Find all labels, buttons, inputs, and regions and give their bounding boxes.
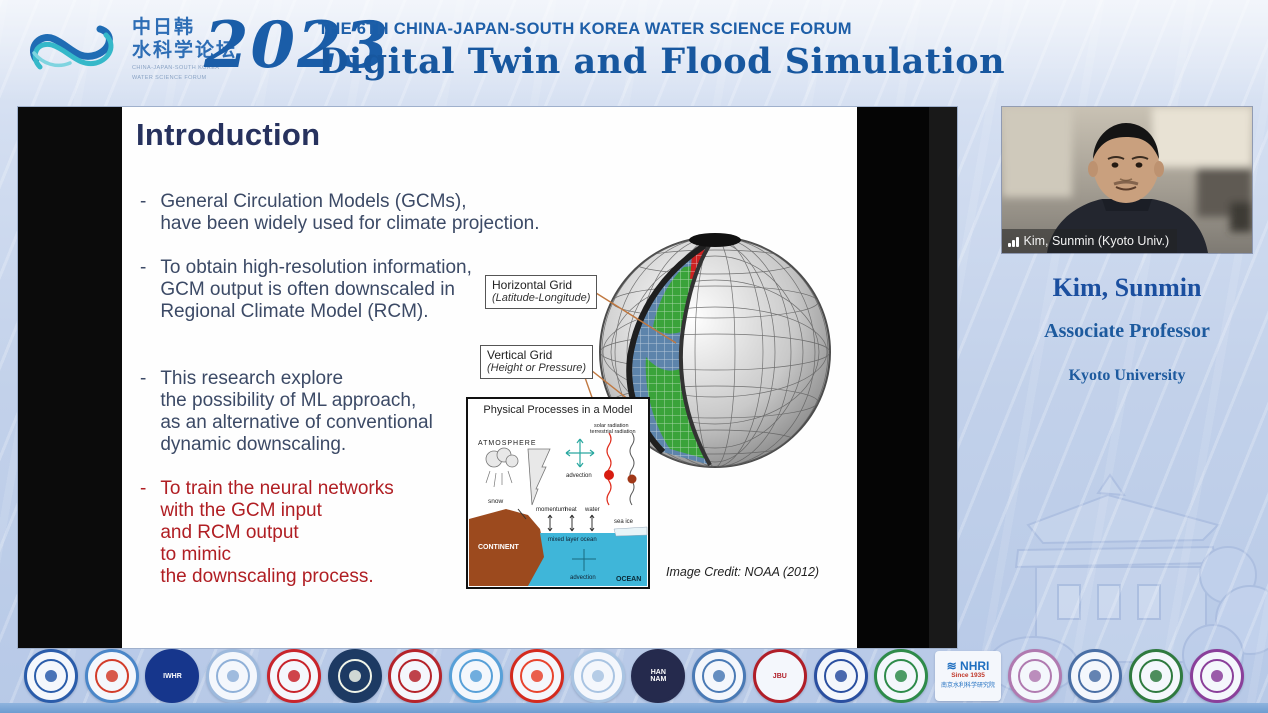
inset-advection-label: advection	[566, 473, 592, 479]
wing-swoosh-seal	[84, 649, 139, 703]
label-line2: (Latitude-Longitude)	[492, 292, 591, 304]
speaker-caption-text: Kim, Sunmin (Kyoto Univ.)	[1023, 234, 1170, 248]
forum-header: 中日韩 水科学论坛 CHINA-JAPAN-SOUTH KOREA WATER …	[0, 0, 1268, 102]
purple-pink-seal	[1007, 649, 1062, 703]
bullet-text: General Circulation Models (GCMs), have …	[160, 191, 540, 234]
dalian-university-of-technology-seal	[449, 649, 504, 703]
inset-momentum-label: momentum	[536, 507, 566, 513]
screen-share-region[interactable]: Introduction - General Circulation Model…	[17, 106, 958, 649]
forum-title-block: THE 6TH CHINA-JAPAN-SOUTH KOREA WATER SC…	[318, 20, 1005, 82]
partner-logo-row: IWHR HAN NAM JBU ≋ NHRI Since 1935 南京水利科学研究院	[0, 649, 1268, 703]
speaker-video-frame	[1002, 107, 1252, 253]
logo-cn-line1: 中日韩	[132, 17, 196, 38]
inset-continent-label: CONTINENT	[478, 544, 520, 551]
hannam-university-seal: HAN NAM	[631, 649, 686, 703]
label-line2: (Height or Pressure)	[487, 362, 587, 374]
inset-sea-ice-label: sea ice	[614, 519, 634, 525]
speaker-video-tile[interactable]: Kim, Sunmin (Kyoto Univ.)	[1001, 106, 1253, 254]
gcm-globe-diagram	[487, 233, 831, 468]
blue-shield-university-seal	[813, 649, 868, 703]
physical-processes-inset: Physical Processes in a Model	[466, 397, 650, 589]
bullet-gcm: - General Circulation Models (GCMs), hav…	[140, 191, 539, 235]
image-credit: Image Credit: NOAA (2012)	[666, 565, 820, 579]
bullet-marker: -	[140, 191, 147, 212]
iwhr-seal: IWHR	[145, 649, 200, 703]
bullet-marker: -	[140, 478, 147, 499]
speaker-name: Kim, Sunmin	[1052, 273, 1202, 302]
inset-advection2-label: advection	[570, 575, 596, 581]
green-kanji-logo	[874, 649, 929, 703]
pillarbox-right	[857, 107, 957, 648]
kyungpook-national-university-seal	[266, 649, 321, 703]
speaker-affiliation: Kyoto University	[1068, 367, 1186, 384]
inset-title: Physical Processes in a Model	[483, 404, 632, 416]
pale-blue-flower-seal	[570, 649, 625, 703]
speaker-caption-bar: Kim, Sunmin (Kyoto Univ.)	[1002, 229, 1178, 253]
inset-snow-label: snow	[488, 498, 503, 505]
jilin-university-seal	[24, 649, 78, 703]
bullet-ml-approach: - This research explore the possibility …	[140, 368, 433, 456]
bullet-text: To train the neural networks with the GC…	[160, 478, 394, 587]
signal-bars-icon	[1008, 236, 1019, 247]
logo-sub-line2: WATER SCIENCE FORUM	[132, 75, 207, 81]
forum-theme-title: Digital Twin and Flood Simulation	[318, 41, 1006, 82]
bottom-blue-strip	[0, 703, 1268, 713]
wave-infinity-icon	[29, 25, 114, 70]
tianjin-university-seal	[1068, 649, 1123, 703]
pillarbox-left	[18, 107, 122, 648]
bullet-marker: -	[140, 257, 147, 278]
blue-university-seal	[692, 649, 747, 703]
horizontal-grid-label: Horizontal Grid (Latitude-Longitude)	[485, 275, 598, 309]
bullet-text: To obtain high-resolution information, G…	[160, 257, 472, 322]
vertical-grid-label: Vertical Grid (Height or Pressure)	[480, 345, 594, 379]
peking-university-seal	[388, 649, 443, 703]
slide-title: Introduction	[136, 117, 321, 152]
kyoto-university-seal	[327, 649, 382, 703]
forum-year: 2023	[204, 8, 391, 83]
forum-logo-text: 中日韩 水科学论坛 CHINA-JAPAN-SOUTH KOREA WATER …	[132, 16, 237, 82]
joongbu-university-seal: JBU	[752, 649, 807, 703]
logo-sub-line1: CHINA-JAPAN-SOUTH KOREA	[132, 65, 220, 71]
inset-solar-label: solar radiation	[594, 423, 629, 429]
forum-logo: 中日韩 水科学论坛 CHINA-JAPAN-SOUTH KOREA WATER …	[26, 16, 237, 82]
logo-cn-line2: 水科学论坛	[132, 40, 238, 61]
inset-mixed-layer-label: mixed layer ocean	[548, 537, 597, 543]
bullet-train-networks: - To train the neural networks with the …	[140, 478, 394, 588]
nhri-logo: ≋ NHRI Since 1935 南京水利科学研究院	[935, 651, 1002, 701]
inset-heat-label: heat	[565, 507, 577, 513]
inset-atmosphere-label: ATMOSPHERE	[478, 440, 537, 447]
forum-name: THE 6TH CHINA-JAPAN-SOUTH KOREA WATER SC…	[318, 20, 852, 38]
label-line1: Horizontal Grid	[492, 278, 573, 292]
chonnam-national-university-seal	[206, 649, 261, 703]
bullet-downscaling: - To obtain high-resolution information,…	[140, 257, 472, 323]
purple-swirl-seal	[1189, 649, 1244, 703]
inset-terrestrial-label: terrestrial radiation	[590, 429, 636, 435]
bullet-text: This research explore the possibility of…	[160, 368, 433, 455]
bullet-marker: -	[140, 368, 147, 389]
green-building-seal	[1129, 649, 1184, 703]
red-flame-seal	[509, 649, 564, 703]
label-line1: Vertical Grid	[487, 348, 553, 362]
inset-ocean-label: OCEAN	[616, 576, 641, 583]
inset-water-label: water	[584, 507, 600, 513]
speaker-role: Associate Professor	[1044, 320, 1210, 342]
